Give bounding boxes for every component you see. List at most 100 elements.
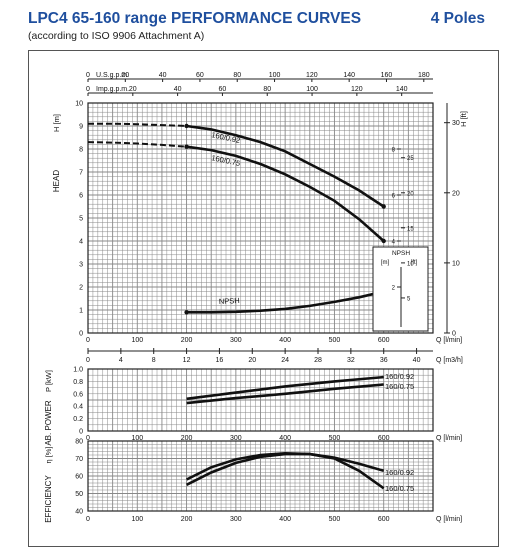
power-x-tick-label: 300 [230, 435, 242, 442]
chart-frame: U.S.g.p.m. Imp.g.p.m. 0 20 40 60 80 100 120 140 16… [28, 50, 499, 547]
impgpm-tick-label: 40 [174, 86, 182, 93]
head-y-tick-label: 7 [79, 170, 83, 177]
usgpm-tick-label: 140 [343, 72, 355, 79]
head-series-point [381, 204, 386, 209]
head-y-tick-label: 6 [79, 193, 83, 200]
m3h-tick-label: 20 [248, 357, 256, 364]
usgpm-tick-label: 180 [418, 72, 430, 79]
impgpm-tick-label: 20 [129, 86, 137, 93]
usgpm-axis-label: U.S.g.p.m. [96, 72, 129, 79]
usgpm-tick-label: 120 [306, 72, 318, 79]
power-series-label: 160/0.75 [385, 382, 414, 391]
m3h-tick-label: 12 [183, 357, 191, 364]
efficiency-plot-border [87, 440, 434, 512]
head-y-tick-label: 9 [79, 124, 83, 131]
usgpm-tick-label: 60 [196, 72, 204, 79]
head-x-axis-label: Q [l/min] [436, 337, 462, 344]
head-x-tick-label: 600 [378, 337, 390, 344]
head-series-line [186, 124, 385, 208]
head-series-dashed-line [87, 141, 187, 148]
head-y-tick-label: 3 [79, 262, 83, 269]
ft-tick-label: 20 [452, 190, 460, 197]
power-series-line [186, 383, 384, 405]
efficiency-x-tick-label: 0 [86, 516, 90, 523]
impgpm-axis-label: Imp.g.p.m. [96, 86, 129, 93]
efficiency-series-label: 160/0.92 [385, 468, 414, 477]
head-x-tick-label: 400 [279, 337, 291, 344]
npsh-left-tick-label: 6 [392, 194, 396, 200]
ft-tick-label: 30 [452, 120, 460, 127]
poles-label: 4 Poles [430, 10, 485, 27]
usgpm-tick-label: 20 [121, 72, 129, 79]
head-series-point [184, 144, 189, 149]
power-x-tick-label: 500 [329, 435, 341, 442]
ft-tick-label: 0 [452, 331, 456, 338]
usgpm-tick-label: 80 [233, 72, 241, 79]
power-y-tick-label: 0.4 [73, 404, 83, 411]
head-series-point [184, 123, 189, 129]
m3h-tick-label: 40 [413, 357, 421, 364]
efficiency-y-tick-label: 60 [75, 474, 83, 481]
m3h-tick-label: 32 [347, 357, 355, 364]
efficiency-y-tick-label: 50 [75, 491, 83, 498]
head-x-tick-label: 300 [230, 337, 242, 344]
npsh-box-right-unit: [ft] [411, 260, 418, 266]
impgpm-tick-label: 100 [306, 86, 318, 93]
efficiency-axis-title: EFFICIENCY [44, 475, 53, 523]
impgpm-tick-label: 120 [351, 86, 363, 93]
head-series-point [381, 238, 386, 244]
efficiency-x-axis-label: Q [l/min] [436, 516, 462, 523]
ft-tick-label: 10 [452, 260, 460, 267]
head-x-tick-label: 100 [131, 337, 143, 344]
efficiency-series-line [186, 452, 385, 490]
head-x-tick-label: 200 [181, 337, 193, 344]
power-series-line [186, 375, 384, 401]
head-x-tick-label: 500 [329, 337, 341, 344]
head-plot-border [87, 102, 434, 334]
efficiency-x-tick-label: 600 [378, 516, 390, 523]
head-y-tick-label: 2 [79, 285, 83, 292]
power-x-tick-label: 100 [131, 435, 143, 442]
efficiency-x-tick-label: 200 [181, 516, 193, 523]
head-x-tick-label: 0 [86, 337, 90, 344]
efficiency-x-tick-label: 400 [279, 516, 291, 523]
head-series-point [184, 310, 189, 315]
npsh-right-tick-label: 25 [407, 156, 414, 162]
usgpm-tick-label: 40 [159, 72, 167, 79]
power-x-tick-label: 200 [181, 435, 193, 442]
page-title: LPC4 65-160 range PERFORMANCE CURVES [28, 10, 362, 27]
usgpm-tick-label: 0 [86, 72, 90, 79]
head-series-label: NPSH [219, 296, 240, 306]
usgpm-tick-label: 160 [381, 72, 393, 79]
power-y-tick-label: 0.8 [73, 379, 83, 386]
efficiency-y-tick-label: 70 [75, 456, 83, 463]
head-right-unit: H [ft] [459, 111, 468, 127]
npsh-right-tick-label: 20 [407, 191, 414, 197]
power-axis-title: AB. POWER [44, 400, 53, 446]
npsh-left-tick-label: 8 [392, 148, 396, 154]
power-x-tick-label: 600 [378, 435, 390, 442]
impgpm-tick-label: 0 [86, 86, 90, 93]
head-y-tick-label: 10 [75, 101, 83, 108]
efficiency-x-tick-label: 100 [131, 516, 143, 523]
head-series-line [186, 290, 384, 314]
impgpm-tick-label: 80 [263, 86, 271, 93]
page-subtitle: (according to ISO 9906 Attachment A) [28, 30, 205, 42]
power-x-tick-label: 400 [279, 435, 291, 442]
npsh-right-tick-label: 10 [407, 261, 414, 267]
head-series-line [186, 145, 385, 242]
efficiency-x-tick-label: 300 [230, 516, 242, 523]
m3h-tick-label: 16 [216, 357, 224, 364]
m3h-tick-label: 28 [314, 357, 322, 364]
power-series-label: 160/0.92 [385, 372, 414, 381]
m3h-tick-label: 8 [152, 357, 156, 364]
head-y-tick-label: 4 [79, 239, 83, 246]
head-axis-title: HEAD [52, 170, 61, 192]
head-series-dashed-line [88, 122, 187, 127]
npsh-right-tick-label: 15 [407, 226, 414, 232]
npsh-box-left-unit: [m] [381, 260, 390, 266]
m3h-tick-label: 24 [281, 357, 289, 364]
npsh-right-tick-label: 5 [407, 296, 411, 302]
efficiency-y-tick-label: 40 [75, 509, 83, 516]
impgpm-tick-label: 140 [396, 86, 408, 93]
